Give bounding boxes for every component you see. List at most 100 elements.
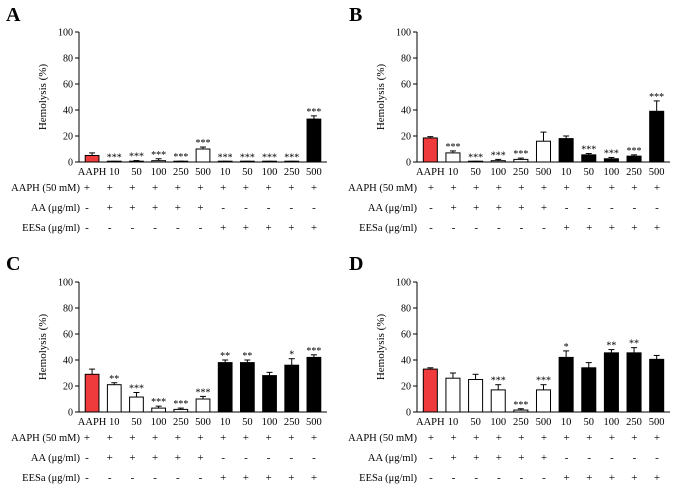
condition-mark: - <box>267 452 271 464</box>
significance-label: *** <box>151 397 166 408</box>
condition-mark: + <box>518 182 524 194</box>
x-tick-label: 100 <box>604 417 620 428</box>
y-axis-label: Hemolysis (%) <box>375 314 387 381</box>
y-tick-label: 40 <box>63 356 73 367</box>
condition-mark: + <box>654 472 660 484</box>
y-tick-label: 80 <box>401 304 411 315</box>
condition-mark: - <box>452 222 456 234</box>
condition-label: AAPH (50 mM) <box>348 433 417 444</box>
significance-label: *** <box>649 92 664 103</box>
condition-mark: - <box>244 452 248 464</box>
x-tick-label: AAPH <box>78 167 107 178</box>
x-tick-label: 100 <box>151 417 167 428</box>
bar-aa-100 <box>490 389 506 413</box>
x-tick-label: 10 <box>220 417 231 428</box>
x-tick-label: 250 <box>513 167 529 178</box>
condition-mark: - <box>199 472 203 484</box>
x-tick-label: 10 <box>109 417 120 428</box>
y-tick-label: 60 <box>401 80 411 91</box>
x-tick-label: 100 <box>262 417 278 428</box>
condition-mark: + <box>197 182 203 194</box>
condition-label: AAPH (50 mM) <box>348 183 417 194</box>
condition-mark: + <box>152 432 158 444</box>
condition-mark: + <box>197 452 203 464</box>
panel-label: A <box>6 4 21 26</box>
significance-label: ** <box>606 341 616 352</box>
condition-mark: - <box>131 222 135 234</box>
x-tick-label: 10 <box>220 167 231 178</box>
condition-mark: - <box>520 222 524 234</box>
condition-mark: + <box>518 432 524 444</box>
condition-mark: + <box>152 452 158 464</box>
condition-label: EESa (μg/ml) <box>22 473 80 484</box>
significance-label: *** <box>627 146 642 157</box>
y-axis-label: Hemolysis (%) <box>37 314 49 381</box>
significance-label: *** <box>491 150 506 161</box>
condition-mark: + <box>107 432 113 444</box>
y-tick-label: 60 <box>63 330 73 341</box>
bar-aa-50 <box>468 379 484 413</box>
significance-label: *** <box>262 152 277 163</box>
condition-mark: - <box>497 472 501 484</box>
condition-mark: - <box>131 472 135 484</box>
x-tick-label: 250 <box>284 167 300 178</box>
condition-mark: - <box>474 472 478 484</box>
condition-mark: + <box>129 452 135 464</box>
condition-mark: - <box>312 202 316 214</box>
y-tick-label: 100 <box>58 278 73 289</box>
condition-mark: + <box>563 182 569 194</box>
x-tick-label: 250 <box>173 167 189 178</box>
condition-label: AA (μg/ml) <box>31 203 81 214</box>
condition-mark: - <box>85 222 89 234</box>
condition-label: AA (μg/ml) <box>368 453 418 464</box>
condition-mark: + <box>243 222 249 234</box>
condition-mark: - <box>85 202 89 214</box>
x-tick-label: AAPH <box>416 167 445 178</box>
x-tick-label: 500 <box>649 417 665 428</box>
condition-mark: + <box>563 472 569 484</box>
x-tick-label: 100 <box>490 167 506 178</box>
condition-mark: - <box>633 452 637 464</box>
condition-mark: + <box>609 222 615 234</box>
condition-mark: + <box>609 472 615 484</box>
condition-mark: + <box>496 182 502 194</box>
significance-label: *** <box>129 152 144 163</box>
bar-aa-10 <box>445 152 461 163</box>
condition-mark: - <box>199 222 203 234</box>
x-tick-label: 500 <box>195 167 211 178</box>
condition-mark: - <box>153 472 157 484</box>
condition-mark: + <box>496 202 502 214</box>
y-tick-label: 0 <box>406 158 411 169</box>
condition-mark: - <box>312 452 316 464</box>
y-tick-label: 60 <box>401 330 411 341</box>
y-tick-label: 20 <box>401 382 411 393</box>
bar-aa-500 <box>195 398 211 413</box>
x-tick-label: 50 <box>470 417 481 428</box>
condition-mark: + <box>473 452 479 464</box>
condition-mark: - <box>452 472 456 484</box>
chart-panel-b: B 0 20 40 60 80 100 Hemolysis (%) AAPH *** 10 *** 50… <box>348 4 670 234</box>
significance-label: *** <box>129 384 144 395</box>
condition-mark: + <box>288 222 294 234</box>
condition-mark: + <box>473 202 479 214</box>
bar-eesa-100 <box>603 352 619 413</box>
y-tick-label: 20 <box>401 132 411 143</box>
x-tick-label: 100 <box>262 167 278 178</box>
condition-mark: - <box>153 222 157 234</box>
significance-label: *** <box>218 152 233 163</box>
bar-eesa-250 <box>284 364 300 413</box>
x-tick-label: 50 <box>131 417 142 428</box>
condition-mark: - <box>85 452 89 464</box>
y-tick-label: 0 <box>406 408 411 419</box>
significance-label: ** <box>109 374 119 385</box>
condition-mark: - <box>520 472 524 484</box>
condition-mark: + <box>541 432 547 444</box>
bar-aa-50 <box>129 396 144 413</box>
significance-label: *** <box>173 152 188 163</box>
condition-mark: + <box>631 222 637 234</box>
condition-mark: + <box>107 452 113 464</box>
condition-mark: + <box>152 202 158 214</box>
condition-mark: + <box>220 472 226 484</box>
bar-aaph-AAPH <box>84 373 100 413</box>
